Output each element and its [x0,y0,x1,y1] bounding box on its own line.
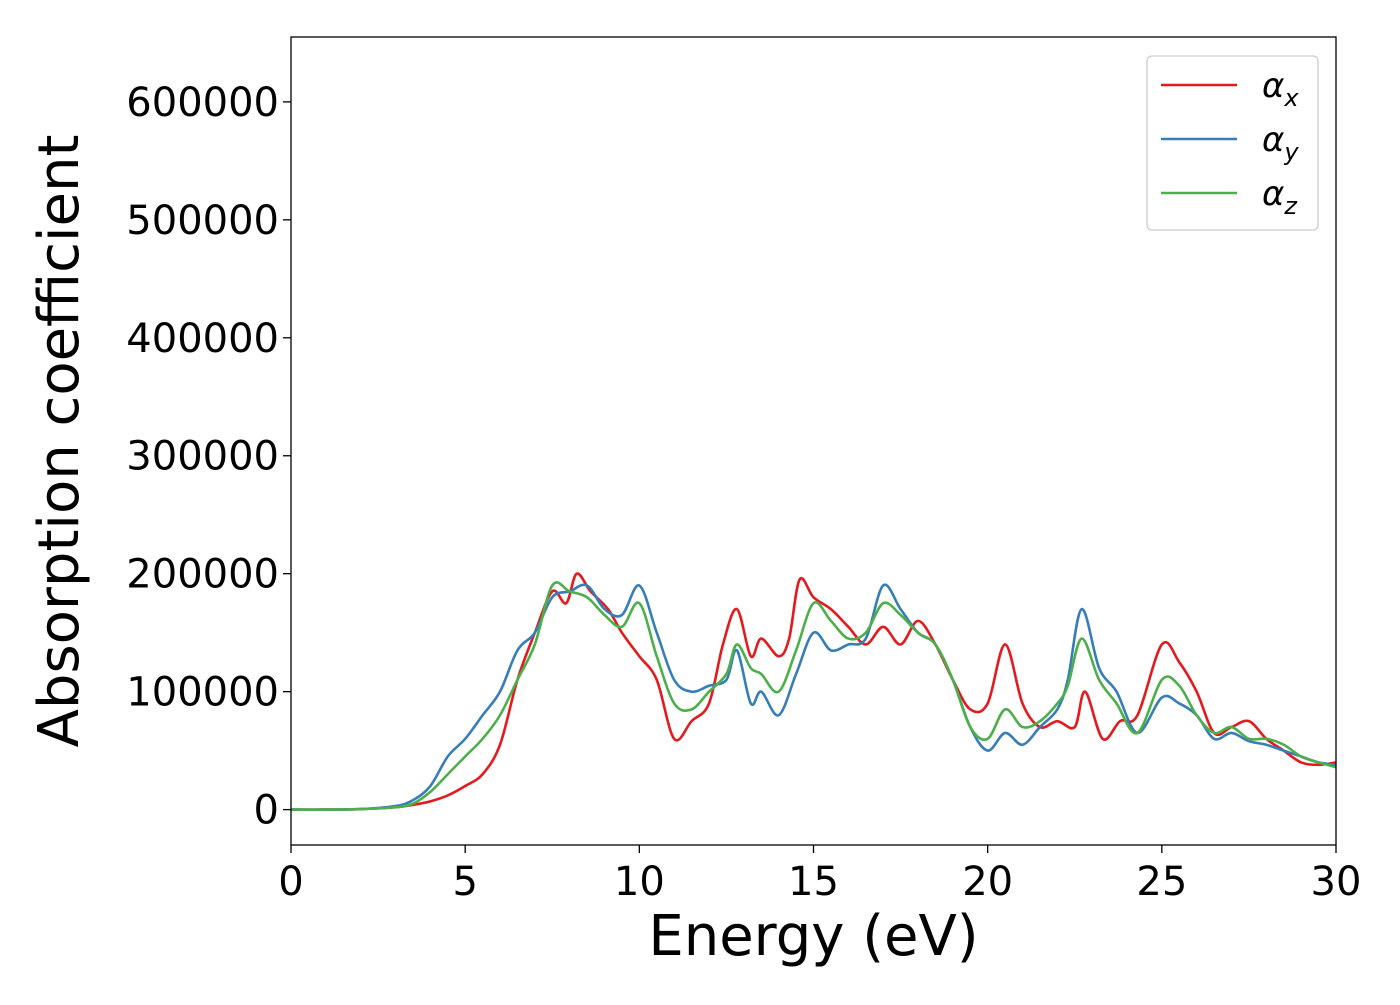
x-tick-label: 0 [278,859,303,905]
x-tick-label: 5 [452,859,477,905]
x-tick-label: 25 [1136,859,1187,905]
ticks-layer: 0 5 10 15 20 25 30 0 100000 200000 300000 400000 500… [126,80,1361,905]
y-tick-label: 100000 [126,670,279,716]
y-tick-label: 600000 [126,80,279,126]
y-tick-label: 300000 [126,434,279,480]
x-axis-title: Energy (eV) [648,904,978,969]
legend-box [1146,55,1319,231]
legend-label-y: αy [1262,120,1299,166]
y-axis-title: Absorption coefficient [27,135,92,748]
y-tick-label: 0 [254,788,279,834]
legend: αx αy αz [1146,55,1319,231]
y-tick-label: 200000 [126,552,279,598]
series-line-y [291,583,1336,811]
legend-label-x: αx [1262,66,1299,112]
legend-label-z: αz [1262,174,1298,220]
x-tick-label: 20 [962,859,1013,905]
series-layer [291,572,1336,811]
x-tick-label: 10 [614,859,665,905]
y-tick-label: 500000 [126,198,279,244]
x-tick-label: 30 [1311,859,1362,905]
series-line-z [291,581,1336,811]
y-tick-label: 400000 [126,316,279,362]
x-tick-label: 15 [788,859,839,905]
